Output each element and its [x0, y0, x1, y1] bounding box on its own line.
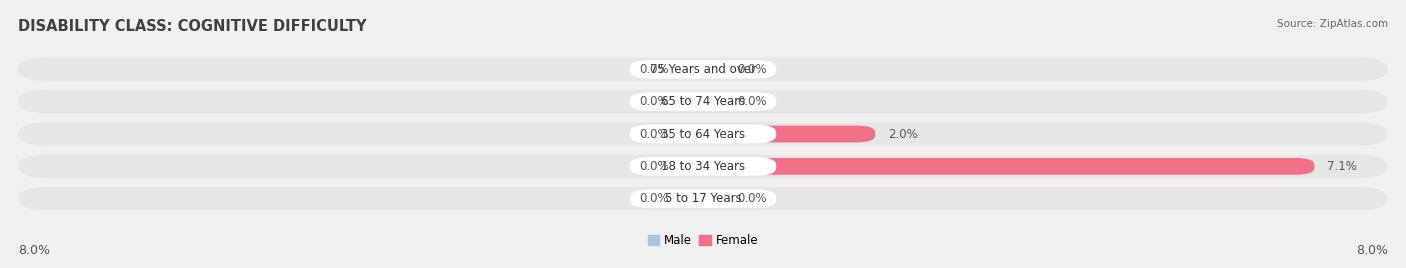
Legend: Male, Female: Male, Female [643, 229, 763, 252]
Text: 0.0%: 0.0% [738, 63, 768, 76]
FancyBboxPatch shape [682, 190, 703, 207]
Text: 0.0%: 0.0% [638, 192, 669, 205]
Text: 0.0%: 0.0% [738, 192, 768, 205]
Text: 0.0%: 0.0% [638, 63, 669, 76]
Text: 2.0%: 2.0% [889, 128, 918, 140]
Text: Source: ZipAtlas.com: Source: ZipAtlas.com [1277, 19, 1388, 29]
FancyBboxPatch shape [682, 158, 703, 175]
Text: 65 to 74 Years: 65 to 74 Years [661, 95, 745, 108]
FancyBboxPatch shape [682, 126, 703, 142]
FancyBboxPatch shape [18, 155, 1388, 178]
FancyBboxPatch shape [682, 93, 703, 110]
FancyBboxPatch shape [682, 61, 703, 78]
FancyBboxPatch shape [703, 190, 724, 207]
FancyBboxPatch shape [703, 93, 724, 110]
Text: 7.1%: 7.1% [1327, 160, 1357, 173]
Text: DISABILITY CLASS: COGNITIVE DIFFICULTY: DISABILITY CLASS: COGNITIVE DIFFICULTY [18, 19, 367, 34]
Text: 0.0%: 0.0% [638, 95, 669, 108]
FancyBboxPatch shape [630, 125, 776, 143]
FancyBboxPatch shape [18, 122, 1388, 146]
FancyBboxPatch shape [630, 189, 776, 208]
Text: 0.0%: 0.0% [638, 128, 669, 140]
Text: 8.0%: 8.0% [1355, 244, 1388, 257]
FancyBboxPatch shape [630, 60, 776, 79]
Text: 8.0%: 8.0% [18, 244, 51, 257]
FancyBboxPatch shape [703, 126, 875, 142]
FancyBboxPatch shape [703, 158, 1315, 175]
FancyBboxPatch shape [18, 58, 1388, 81]
Text: 5 to 17 Years: 5 to 17 Years [665, 192, 741, 205]
Text: 75 Years and over: 75 Years and over [650, 63, 756, 76]
Text: 0.0%: 0.0% [738, 95, 768, 108]
Text: 0.0%: 0.0% [638, 160, 669, 173]
Text: 18 to 34 Years: 18 to 34 Years [661, 160, 745, 173]
FancyBboxPatch shape [18, 90, 1388, 113]
FancyBboxPatch shape [703, 61, 724, 78]
FancyBboxPatch shape [18, 187, 1388, 210]
Text: 35 to 64 Years: 35 to 64 Years [661, 128, 745, 140]
FancyBboxPatch shape [630, 157, 776, 176]
FancyBboxPatch shape [630, 92, 776, 111]
